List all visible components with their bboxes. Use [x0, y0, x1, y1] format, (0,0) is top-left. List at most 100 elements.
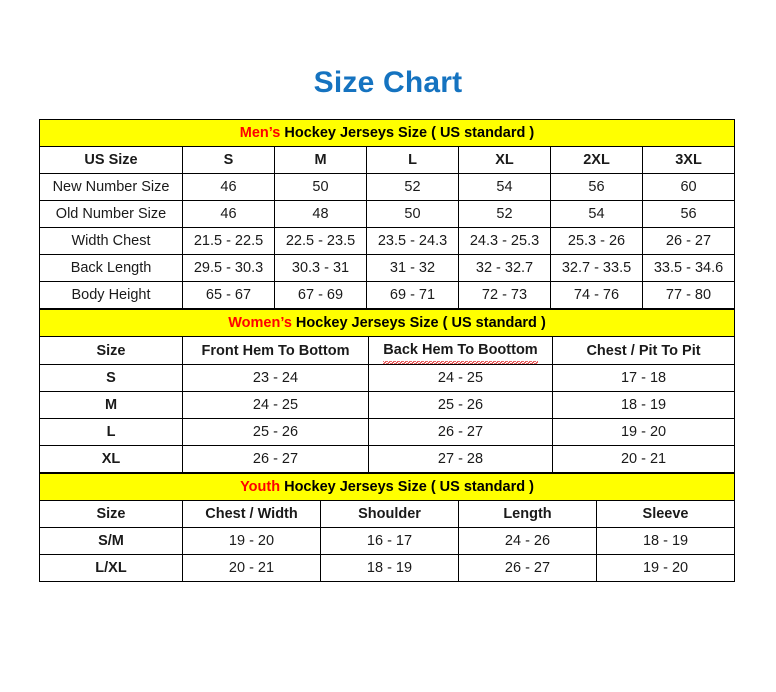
womens-size-table: Women’s Hockey Jerseys Size ( US standar…: [38, 309, 736, 473]
page-title: Size Chart: [313, 66, 463, 99]
womens-col-head-0: Size: [39, 336, 183, 365]
mens-cell-4-1: 67 - 69: [274, 281, 367, 309]
mens-cell-3-3: 32 - 32.7: [458, 254, 551, 282]
youth-column-header-row: Size Chest / Width Shoulder Length Sleev…: [39, 500, 736, 528]
youth-col-head-1: Chest / Width: [182, 500, 321, 528]
mens-cell-1-0: 46: [182, 200, 275, 228]
mens-cell-4-5: 77 - 80: [641, 281, 736, 309]
womens-cell-1-0: 24 - 25: [182, 391, 369, 419]
youth-section-header-row: Youth Hockey Jerseys Size ( US standard …: [38, 473, 736, 501]
youth-cell-0-1: 16 - 17: [320, 527, 459, 555]
mens-cell-2-2: 23.5 - 24.3: [366, 227, 459, 255]
mens-column-header-row: US Size S M L XL 2XL 3XL: [39, 146, 736, 174]
mens-cell-1-4: 54: [550, 200, 643, 228]
mens-cell-3-5: 33.5 - 34.6: [641, 254, 736, 282]
womens-column-header-row: Size Front Hem To Bottom Back Hem To Boo…: [39, 336, 736, 365]
womens-col-head-2: Back Hem To Boottom: [368, 336, 553, 365]
mens-header-rest: Hockey Jerseys Size ( US standard ): [280, 125, 535, 141]
table-row: Width Chest 21.5 - 22.5 22.5 - 23.5 23.5…: [39, 227, 736, 255]
youth-header-rest: Hockey Jerseys Size ( US standard ): [280, 479, 534, 495]
mens-col-head-4: XL: [458, 146, 551, 174]
table-row: Body Height 65 - 67 67 - 69 69 - 71 72 -…: [39, 281, 736, 309]
youth-cell-1-1: 18 - 19: [320, 554, 459, 582]
womens-col-head-3: Chest / Pit To Pit: [551, 336, 736, 365]
youth-row-label-1: L/XL: [39, 554, 183, 582]
youth-cell-1-3: 19 - 20: [595, 554, 736, 582]
mens-cell-2-4: 25.3 - 26: [550, 227, 643, 255]
mens-col-head-2: M: [274, 146, 367, 174]
youth-header-accent: Youth: [240, 479, 281, 495]
mens-cell-1-1: 48: [274, 200, 367, 228]
womens-cell-2-0: 25 - 26: [182, 418, 369, 446]
youth-size-table: Youth Hockey Jerseys Size ( US standard …: [38, 473, 736, 582]
mens-cell-0-1: 50: [274, 173, 367, 201]
mens-cell-2-5: 26 - 27: [641, 227, 736, 255]
mens-cell-4-0: 65 - 67: [182, 281, 275, 309]
youth-cell-0-3: 18 - 19: [595, 527, 736, 555]
womens-row-label-3: XL: [39, 445, 183, 473]
mens-cell-1-3: 52: [458, 200, 551, 228]
mens-col-head-5: 2XL: [550, 146, 643, 174]
mens-section-header: Men’s Hockey Jerseys Size ( US standard …: [38, 119, 736, 147]
size-tables-container: Men’s Hockey Jerseys Size ( US standard …: [38, 119, 736, 582]
youth-cell-0-0: 19 - 20: [182, 527, 321, 555]
womens-cell-3-1: 27 - 28: [368, 445, 553, 473]
womens-cell-2-1: 26 - 27: [368, 418, 553, 446]
mens-cell-0-4: 56: [550, 173, 643, 201]
womens-cell-3-2: 20 - 21: [551, 445, 736, 473]
mens-row-label-2: Width Chest: [39, 227, 183, 255]
womens-cell-0-0: 23 - 24: [182, 364, 369, 392]
table-row: L/XL 20 - 21 18 - 19 26 - 27 19 - 20: [39, 554, 736, 582]
womens-cell-3-0: 26 - 27: [182, 445, 369, 473]
mens-col-head-0: US Size: [39, 146, 183, 174]
mens-row-label-0: New Number Size: [39, 173, 183, 201]
youth-cell-1-0: 20 - 21: [182, 554, 321, 582]
misspelled-header-text: Back Hem To Boottom: [383, 337, 538, 364]
womens-cell-1-2: 18 - 19: [551, 391, 736, 419]
womens-row-label-2: L: [39, 418, 183, 446]
table-row: New Number Size 46 50 52 54 56 60: [39, 173, 736, 201]
mens-cell-4-2: 69 - 71: [366, 281, 459, 309]
mens-row-label-4: Body Height: [39, 281, 183, 309]
mens-section-header-row: Men’s Hockey Jerseys Size ( US standard …: [38, 119, 736, 147]
womens-header-accent: Women’s: [228, 315, 292, 331]
mens-col-head-1: S: [182, 146, 275, 174]
womens-cell-2-2: 19 - 20: [551, 418, 736, 446]
mens-cell-1-5: 56: [641, 200, 736, 228]
womens-cell-1-1: 25 - 26: [368, 391, 553, 419]
table-row: S/M 19 - 20 16 - 17 24 - 26 18 - 19: [39, 527, 736, 555]
youth-cell-1-2: 26 - 27: [458, 554, 597, 582]
womens-section-header-row: Women’s Hockey Jerseys Size ( US standar…: [38, 309, 736, 337]
mens-row-label-3: Back Length: [39, 254, 183, 282]
mens-row-label-1: Old Number Size: [39, 200, 183, 228]
womens-row-label-1: M: [39, 391, 183, 419]
womens-cell-0-1: 24 - 25: [368, 364, 553, 392]
mens-cell-0-3: 54: [458, 173, 551, 201]
mens-header-accent: Men’s: [239, 125, 281, 141]
youth-row-label-0: S/M: [39, 527, 183, 555]
womens-row-label-0: S: [39, 364, 183, 392]
mens-cell-2-0: 21.5 - 22.5: [182, 227, 275, 255]
youth-col-head-3: Length: [458, 500, 597, 528]
mens-cell-0-2: 52: [366, 173, 459, 201]
mens-cell-3-1: 30.3 - 31: [274, 254, 367, 282]
mens-cell-4-3: 72 - 73: [458, 281, 551, 309]
mens-cell-1-2: 50: [366, 200, 459, 228]
mens-cell-2-3: 24.3 - 25.3: [458, 227, 551, 255]
mens-col-head-6: 3XL: [641, 146, 736, 174]
mens-col-head-3: L: [366, 146, 459, 174]
table-row: Back Length 29.5 - 30.3 30.3 - 31 31 - 3…: [39, 254, 736, 282]
womens-cell-0-2: 17 - 18: [551, 364, 736, 392]
womens-header-rest: Hockey Jerseys Size ( US standard ): [291, 315, 546, 331]
table-row: L 25 - 26 26 - 27 19 - 20: [39, 418, 736, 446]
mens-cell-0-0: 46: [182, 173, 275, 201]
table-row: Old Number Size 46 48 50 52 54 56: [39, 200, 736, 228]
mens-cell-3-0: 29.5 - 30.3: [182, 254, 275, 282]
youth-col-head-2: Shoulder: [320, 500, 459, 528]
mens-size-table: Men’s Hockey Jerseys Size ( US standard …: [38, 119, 736, 309]
mens-cell-4-4: 74 - 76: [550, 281, 643, 309]
mens-cell-2-1: 22.5 - 23.5: [274, 227, 367, 255]
mens-cell-3-2: 31 - 32: [366, 254, 459, 282]
youth-section-header: Youth Hockey Jerseys Size ( US standard …: [38, 473, 736, 501]
